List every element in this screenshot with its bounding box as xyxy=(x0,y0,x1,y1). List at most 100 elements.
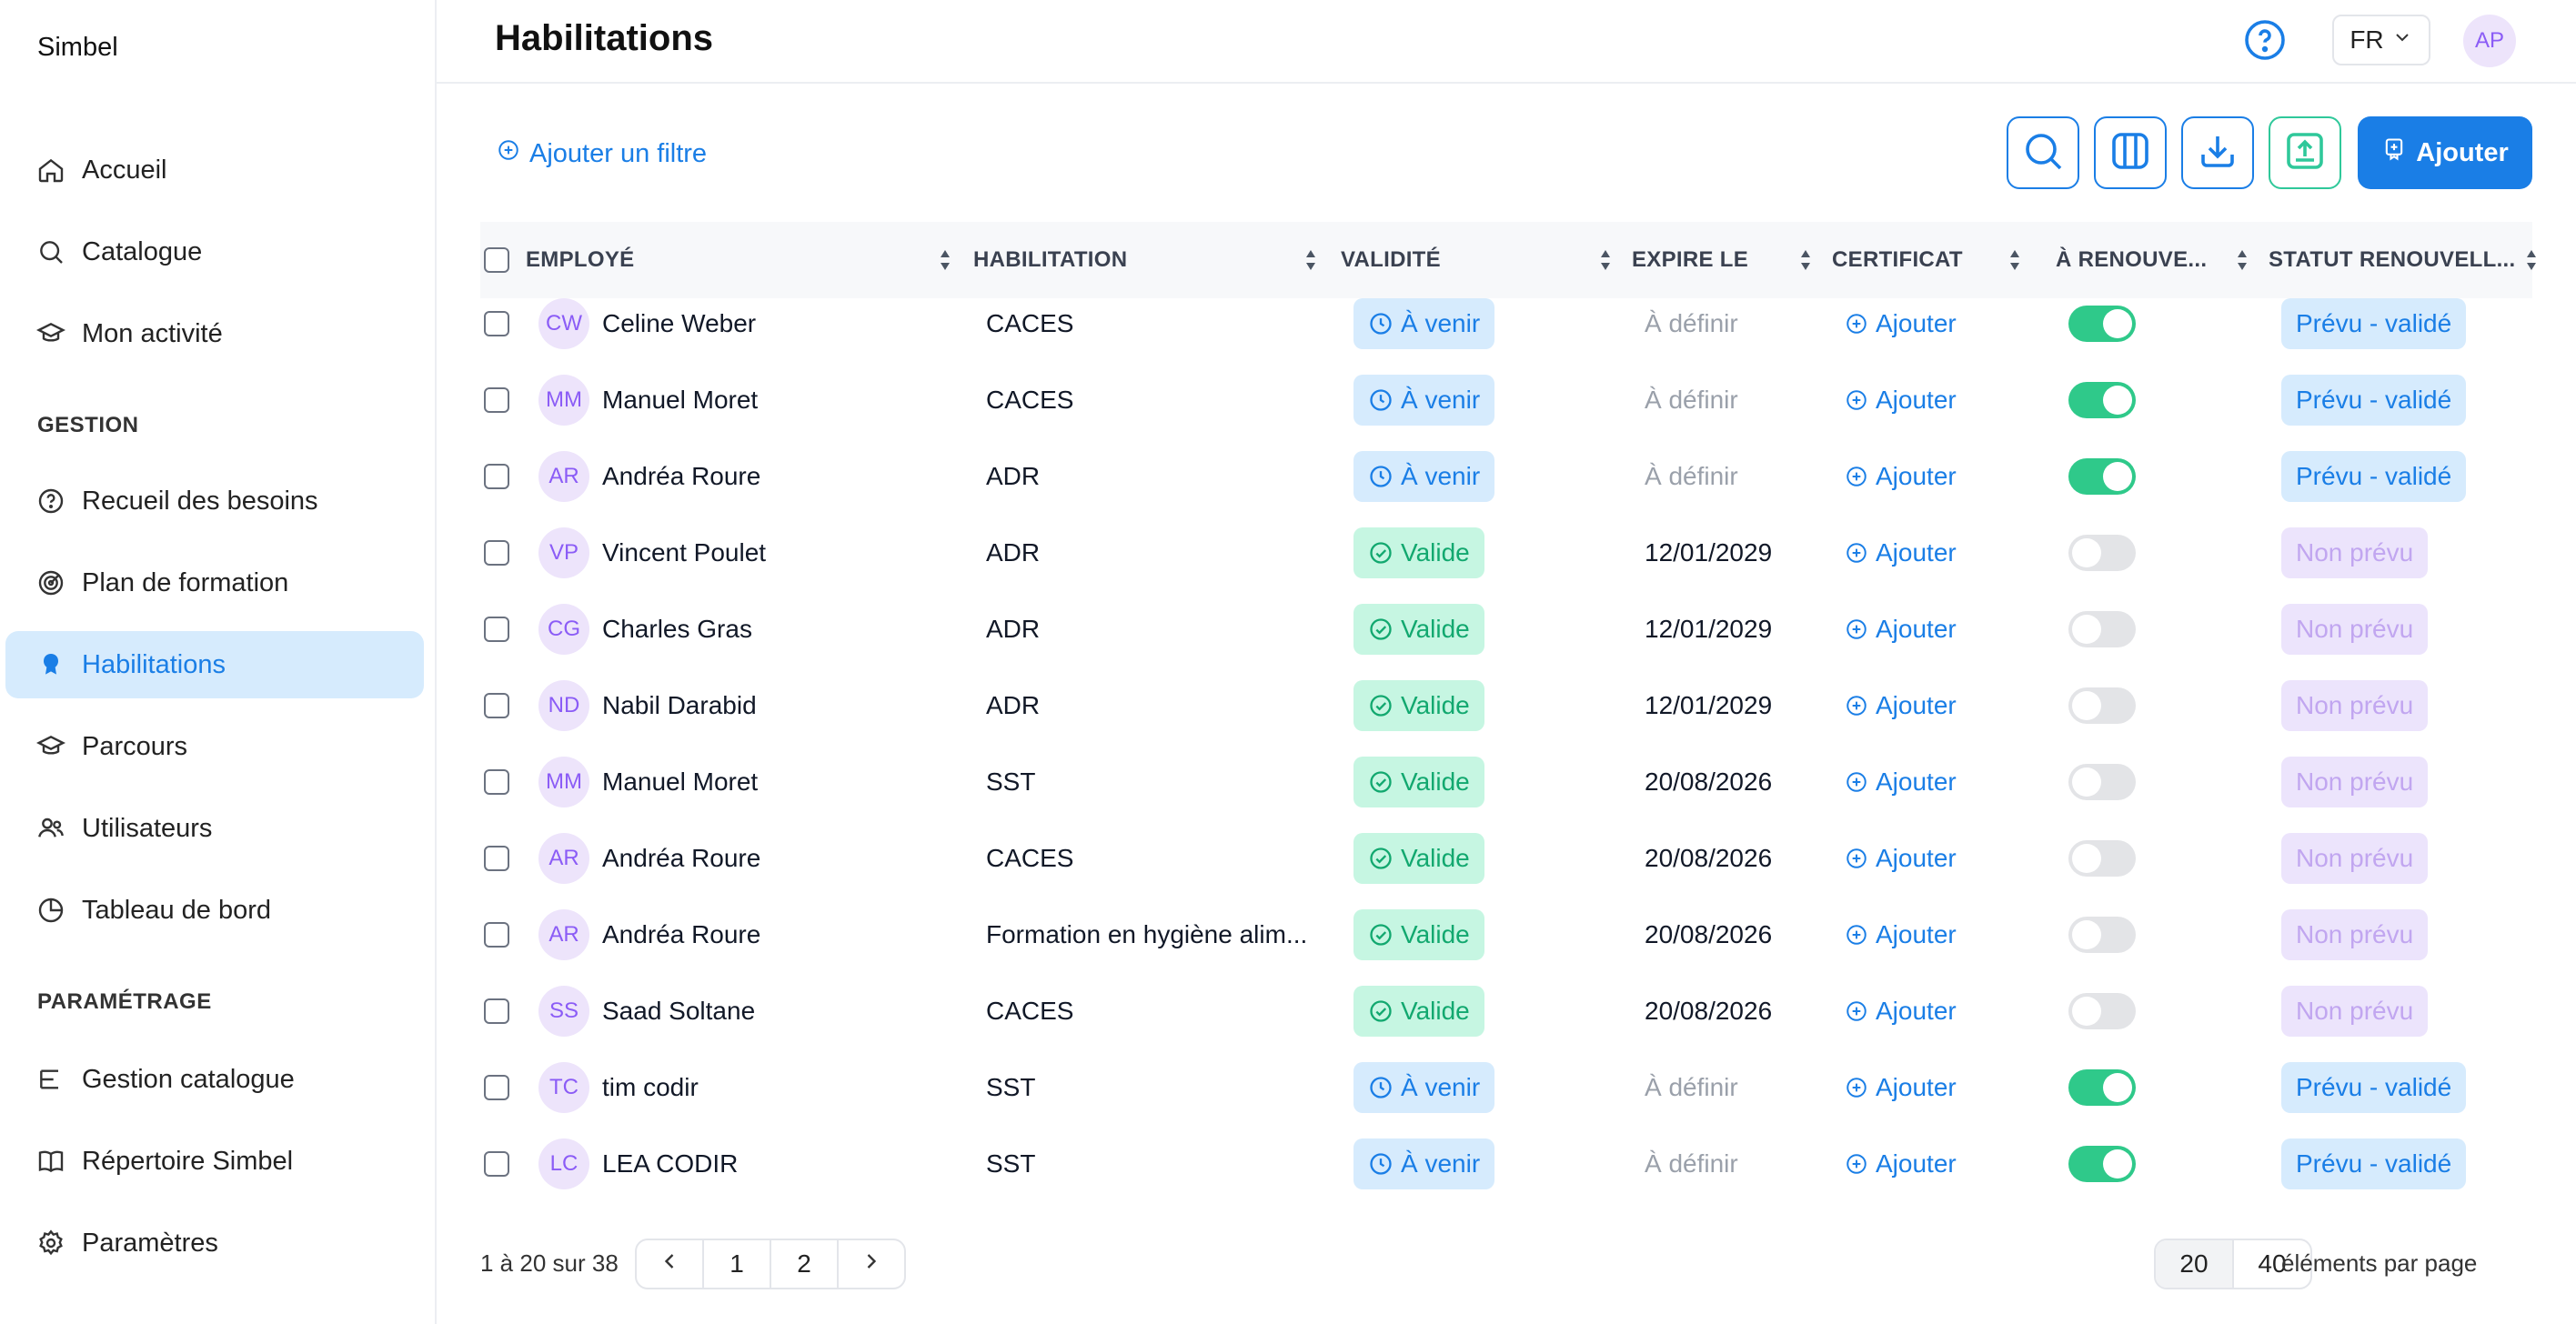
search-button[interactable] xyxy=(2007,116,2079,189)
employee-name[interactable]: Charles Gras xyxy=(602,615,752,643)
add-button[interactable]: Ajouter xyxy=(2358,116,2532,189)
row-checkbox[interactable] xyxy=(484,820,509,897)
employee-name[interactable]: Celine Weber xyxy=(602,309,757,337)
download-button[interactable] xyxy=(2181,116,2254,189)
column-header-validite[interactable]: VALIDITÉ xyxy=(1341,247,1441,272)
table-row[interactable]: CG Charles Gras ADR Valide 12/01/2029 Ajouter… xyxy=(480,591,2532,667)
employee-name[interactable]: tim codir xyxy=(602,1073,699,1101)
table-row[interactable]: AR Andréa Roure CACES Valide 20/08/2026 Ajout… xyxy=(480,820,2532,897)
add-certificate-link[interactable]: Ajouter xyxy=(1845,897,1957,973)
import-button[interactable] xyxy=(2269,116,2341,189)
sort-icon[interactable] xyxy=(2525,248,2538,272)
renew-toggle[interactable] xyxy=(2068,744,2136,820)
row-checkbox[interactable] xyxy=(484,1126,509,1202)
previous-page-button[interactable] xyxy=(637,1240,704,1288)
renew-toggle[interactable] xyxy=(2068,286,2136,362)
add-certificate-link[interactable]: Ajouter xyxy=(1845,1126,1957,1202)
row-checkbox[interactable] xyxy=(484,515,509,591)
table-row[interactable]: CW Celine Weber CACES À venir À définir Ajout… xyxy=(480,286,2532,362)
sidebar-item-gestion-catalogue[interactable]: Gestion catalogue xyxy=(5,1046,424,1113)
column-header-habilitation[interactable]: HABILITATION xyxy=(973,247,1128,272)
row-checkbox[interactable] xyxy=(484,1049,509,1126)
row-checkbox[interactable] xyxy=(484,667,509,744)
employee-name[interactable]: Vincent Poulet xyxy=(602,538,767,567)
sidebar-item-recueil[interactable]: Recueil des besoins xyxy=(5,467,424,535)
next-page-button[interactable] xyxy=(839,1240,904,1288)
renew-toggle[interactable] xyxy=(2068,973,2136,1049)
sort-icon[interactable] xyxy=(1799,248,1812,272)
sidebar-item-habilitations[interactable]: Habilitations xyxy=(5,631,424,698)
add-certificate-link[interactable]: Ajouter xyxy=(1845,515,1957,591)
sidebar-item-catalogue[interactable]: Catalogue xyxy=(5,218,424,286)
employee-name[interactable]: Andréa Roure xyxy=(602,920,761,948)
sidebar-item-parametres[interactable]: Paramètres xyxy=(5,1209,424,1277)
table-row[interactable]: LC LEA CODIR SST À venir À définir Ajouter Pré… xyxy=(480,1126,2532,1202)
add-certificate-link[interactable]: Ajouter xyxy=(1845,286,1957,362)
employee-name[interactable]: Nabil Darabid xyxy=(602,691,757,719)
row-checkbox[interactable] xyxy=(484,744,509,820)
add-certificate-link[interactable]: Ajouter xyxy=(1845,1049,1957,1126)
column-header-a-renouveler[interactable]: À RENOUVE... xyxy=(2056,247,2208,272)
table-row[interactable]: ND Nabil Darabid ADR Valide 12/01/2029 Ajoute… xyxy=(480,667,2532,744)
sidebar-item-plan-formation[interactable]: Plan de formation xyxy=(5,549,424,617)
sort-icon[interactable] xyxy=(1304,248,1317,272)
add-certificate-link[interactable]: Ajouter xyxy=(1845,438,1957,515)
sidebar-item-parcours[interactable]: Parcours xyxy=(5,713,424,780)
table-row[interactable]: AR Andréa Roure Formation en hygiène alim.… xyxy=(480,897,2532,973)
row-checkbox[interactable] xyxy=(484,362,509,438)
renew-toggle[interactable] xyxy=(2068,438,2136,515)
row-checkbox[interactable] xyxy=(484,973,509,1049)
table-row[interactable]: VP Vincent Poulet ADR Valide 12/01/2029 Ajout… xyxy=(480,515,2532,591)
sort-icon[interactable] xyxy=(2236,248,2249,272)
renew-toggle[interactable] xyxy=(2068,667,2136,744)
table-row[interactable]: MM Manuel Moret SST Valide 20/08/2026 Ajouter… xyxy=(480,744,2532,820)
renew-toggle[interactable] xyxy=(2068,820,2136,897)
renew-toggle[interactable] xyxy=(2068,591,2136,667)
table-row[interactable]: TC tim codir SST À venir À définir Ajouter Pré… xyxy=(480,1049,2532,1126)
employee-name[interactable]: Andréa Roure xyxy=(602,462,761,490)
add-certificate-link[interactable]: Ajouter xyxy=(1845,744,1957,820)
page-button-1[interactable]: 1 xyxy=(704,1240,771,1288)
add-certificate-link[interactable]: Ajouter xyxy=(1845,973,1957,1049)
sort-icon[interactable] xyxy=(2008,248,2021,272)
add-filter-button[interactable]: Ajouter un filtre xyxy=(497,138,707,169)
help-icon[interactable] xyxy=(2243,18,2287,62)
table-row[interactable]: MM Manuel Moret CACES À venir À définir Ajout… xyxy=(480,362,2532,438)
employee-name[interactable]: Manuel Moret xyxy=(602,767,759,796)
employee-name[interactable]: Manuel Moret xyxy=(602,386,759,414)
row-checkbox[interactable] xyxy=(484,897,509,973)
select-all-checkbox[interactable] xyxy=(484,222,509,298)
columns-button[interactable] xyxy=(2094,116,2167,189)
sidebar-item-tableau-de-bord[interactable]: Tableau de bord xyxy=(5,877,424,944)
table-row[interactable]: SS Saad Soltane CACES Valide 20/08/2026 Ajout… xyxy=(480,973,2532,1049)
renew-toggle[interactable] xyxy=(2068,362,2136,438)
column-header-statut-renouvellement[interactable]: STATUT RENOUVELL... xyxy=(2269,247,2516,272)
column-header-expire-le[interactable]: EXPIRE LE xyxy=(1632,247,1749,272)
row-checkbox[interactable] xyxy=(484,438,509,515)
brand-logo[interactable]: Simbel xyxy=(37,33,118,62)
add-certificate-link[interactable]: Ajouter xyxy=(1845,820,1957,897)
user-avatar[interactable]: AP xyxy=(2463,15,2516,67)
renew-toggle[interactable] xyxy=(2068,1049,2136,1126)
page-size-20[interactable]: 20 xyxy=(2156,1240,2234,1288)
renew-toggle[interactable] xyxy=(2068,1126,2136,1202)
column-header-certificat[interactable]: CERTIFICAT xyxy=(1832,247,1963,272)
renew-toggle[interactable] xyxy=(2068,515,2136,591)
row-checkbox[interactable] xyxy=(484,286,509,362)
page-button-2[interactable]: 2 xyxy=(771,1240,839,1288)
language-select[interactable]: FR xyxy=(2332,15,2430,65)
renew-toggle[interactable] xyxy=(2068,897,2136,973)
column-header-employe[interactable]: EMPLOYÉ xyxy=(526,247,635,272)
add-certificate-link[interactable]: Ajouter xyxy=(1845,591,1957,667)
sidebar-item-mon-activite[interactable]: Mon activité xyxy=(5,300,424,367)
sidebar-item-accueil[interactable]: Accueil xyxy=(5,136,424,204)
sidebar-item-repertoire[interactable]: Répertoire Simbel xyxy=(5,1128,424,1195)
sidebar-item-utilisateurs[interactable]: Utilisateurs xyxy=(5,795,424,862)
page-size-40[interactable]: 40 xyxy=(2258,1249,2287,1278)
add-certificate-link[interactable]: Ajouter xyxy=(1845,362,1957,438)
table-row[interactable]: AR Andréa Roure ADR À venir À définir Ajouter… xyxy=(480,438,2532,515)
sort-icon[interactable] xyxy=(939,248,951,272)
row-checkbox[interactable] xyxy=(484,591,509,667)
employee-name[interactable]: LEA CODIR xyxy=(602,1149,739,1178)
employee-name[interactable]: Andréa Roure xyxy=(602,844,761,872)
